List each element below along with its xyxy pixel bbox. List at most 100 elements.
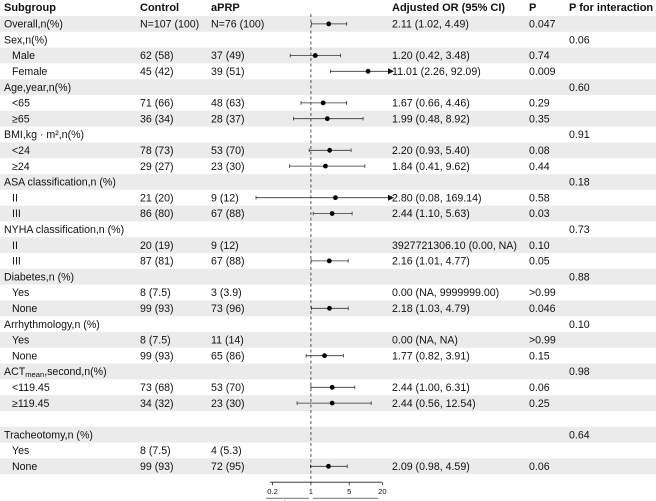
row-label: ≥65	[12, 113, 30, 125]
row-stripes	[0, 16, 656, 475]
header-aprp: aPRP	[211, 2, 240, 14]
row-label: <24	[12, 145, 30, 157]
aprp-count: 11 (14)	[211, 335, 244, 347]
table-row: Yes 8 (7.5) 11 (14) 0.00 (NA, NA) >0.99	[12, 335, 556, 347]
row-label: Yes	[12, 335, 29, 347]
aprp-better-label: aPRP Better	[314, 499, 357, 501]
p-value: 0.009	[529, 66, 556, 78]
aprp-count: 23 (30)	[211, 398, 245, 410]
control-count: 99 (93)	[140, 303, 174, 315]
control-count: N=107 (100)	[140, 19, 199, 31]
control-better-label: Control Better	[261, 499, 308, 501]
p-interaction-value: 0.60	[569, 82, 590, 94]
aprp-count: 28 (37)	[211, 113, 245, 125]
or-point	[329, 400, 335, 406]
table-row: None 99 (93) 65 (86) 1.77 (0.82, 3.91) 0.15	[12, 350, 550, 362]
adjusted-or-text: 1.84 (0.41, 9.62)	[392, 161, 470, 173]
table-row: ACTmean,second,n(%) 0.98	[4, 366, 590, 379]
control-count: 99 (93)	[140, 350, 174, 362]
control-count: 45 (42)	[140, 66, 174, 78]
row-label: Sex,n(%)	[4, 34, 48, 46]
row-stripe	[0, 268, 656, 285]
row-label: Overall,n(%)	[4, 19, 63, 31]
table-row: Female 45 (42) 39 (51) 11.01 (2.26, 92.09) 0…	[12, 66, 556, 78]
control-count: 71 (66)	[140, 98, 174, 110]
table-row: Tracheotomy,n (%) 0.64	[4, 429, 590, 441]
adjusted-or-text: 0.00 (NA, NA)	[392, 335, 458, 347]
p-value: 0.03	[529, 208, 550, 220]
row-stripe	[0, 426, 656, 443]
aprp-count: 4 (5.3)	[211, 445, 242, 457]
adjusted-or-text: 11.01 (2.26, 92.09)	[392, 66, 481, 78]
row-label: II	[12, 240, 18, 252]
adjusted-or-text: 3927721306.10 (0.00, NA)	[392, 240, 517, 252]
aprp-count: 39 (51)	[211, 66, 245, 78]
table-row: ≥119.45 34 (32) 23 (30) 2.44 (0.56, 12.54) 0…	[12, 398, 550, 410]
p-interaction-value: 0.10	[569, 319, 590, 331]
or-point	[324, 116, 330, 122]
control-count: 73 (68)	[140, 382, 174, 394]
header-adjusted-or: Adjusted OR (95% CI)	[392, 2, 505, 14]
control-count: 8 (7.5)	[140, 335, 171, 347]
adjusted-or-text: 2.18 (1.03, 4.79)	[392, 303, 470, 315]
header-subgroup: Subgroup	[4, 2, 56, 14]
aprp-count: 9 (12)	[211, 240, 239, 252]
aprp-count: 72 (95)	[211, 461, 245, 473]
or-point	[333, 195, 338, 201]
p-value: 0.06	[529, 382, 550, 394]
p-value: 0.08	[529, 145, 550, 157]
p-value: 0.046	[529, 303, 556, 315]
p-value: 0.05	[529, 256, 550, 268]
row-stripe	[0, 79, 656, 95]
row-label: ASA classification,n (%)	[4, 177, 116, 189]
table-header: Subgroup Control aPRP Adjusted OR (95% C…	[4, 2, 653, 14]
or-point	[323, 163, 328, 169]
row-label: Male	[12, 50, 35, 62]
adjusted-or-text: 2.20 (0.93, 5.40)	[392, 145, 470, 157]
or-point	[322, 353, 327, 359]
p-value: 0.74	[529, 50, 550, 62]
table-row: Arrhythmology,n (%) 0.10	[4, 319, 590, 331]
row-label: Tracheotomy,n (%)	[4, 429, 93, 441]
row-label: Diabetes,n (%)	[4, 271, 74, 283]
table-row: <24 78 (73) 53 (70) 2.20 (0.93, 5.40) 0.08	[12, 145, 550, 157]
row-label: Yes	[12, 445, 29, 457]
adjusted-or-text: 1.20 (0.42, 3.48)	[392, 50, 470, 62]
p-interaction-value: 0.06	[569, 34, 590, 46]
table-row: ≥24 29 (27) 23 (30) 1.84 (0.41, 9.62) 0.44	[12, 161, 550, 173]
table-row: Yes 8 (7.5) 3 (3.9) 0.00 (NA, 9999999.00) >0…	[12, 287, 556, 299]
adjusted-or-text: 2.44 (1.10, 5.63)	[392, 208, 470, 220]
p-value: 0.10	[529, 240, 550, 252]
adjusted-or-text: 2.11 (1.02, 4.49)	[392, 19, 469, 31]
row-label: <119.45	[12, 382, 50, 394]
table-row: None 99 (93) 72 (95) 2.09 (0.98, 4.59) 0.06	[12, 461, 550, 473]
p-interaction-value: 0.73	[569, 224, 590, 236]
row-label: None	[12, 350, 37, 362]
header-control: Control	[140, 2, 179, 14]
ci-arrow	[388, 68, 394, 75]
or-point	[329, 211, 335, 216]
aprp-count: 73 (96)	[211, 303, 245, 315]
row-label: Age,year,n(%)	[4, 82, 71, 94]
or-point	[365, 68, 371, 74]
row-label: ≥119.45	[12, 398, 50, 410]
p-value: >0.99	[529, 335, 556, 347]
aprp-count: 9 (12)	[211, 192, 239, 204]
adjusted-or-text: 0.00 (NA, 9999999.00)	[392, 287, 499, 299]
row-label: ≥24	[12, 161, 30, 173]
adjusted-or-text: 2.44 (1.00, 6.31)	[392, 382, 470, 394]
ci-arrow	[388, 194, 394, 201]
p-value: 0.29	[529, 98, 550, 110]
p-interaction-value: 0.88	[569, 271, 590, 283]
p-value: 0.58	[529, 192, 550, 204]
aprp-count: 67 (88)	[211, 208, 245, 220]
row-stripe	[0, 174, 656, 190]
or-point	[312, 53, 318, 58]
p-value: 0.15	[529, 350, 550, 362]
adjusted-or-text: 1.67 (0.66, 4.46)	[392, 98, 470, 110]
aprp-count: 53 (70)	[211, 145, 245, 157]
adjusted-or-text: 1.99 (0.48, 8.92)	[392, 113, 470, 125]
x-tick-label: 1	[309, 487, 313, 496]
control-count: 34 (32)	[140, 398, 174, 410]
